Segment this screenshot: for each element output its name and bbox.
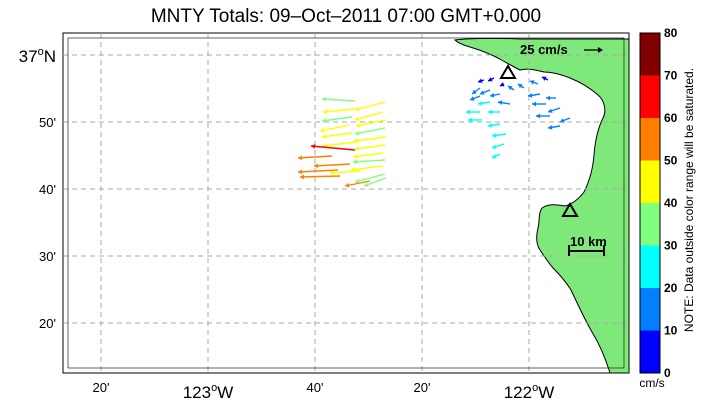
colorbar-segment [640,288,660,331]
plot-frame [62,32,630,374]
colorbar-segment [640,330,660,373]
current-vector [499,82,505,87]
current-vector [479,89,491,95]
current-vector [487,77,495,82]
current-vector [321,96,356,102]
current-vector [353,136,387,143]
y-tick-label: 40' [39,182,56,197]
x-tick-label: 20' [93,380,110,395]
current-vector [487,122,501,128]
current-vector [491,133,507,138]
current-vector [517,83,525,89]
current-vector [310,143,356,151]
scale-bar [568,245,605,256]
colorbar-segment [640,160,660,203]
current-vector [299,174,341,180]
x-tick-label: 20' [414,380,431,395]
colorbar-note: NOTE: Data outside color range will be s… [682,68,696,332]
colorbar-tick-label: 80 [664,26,678,40]
colorbar-frame [639,32,661,374]
current-vector [547,107,561,114]
reference-vector-arrow [584,47,603,53]
current-vector [469,95,481,101]
colorbar-tick-label: 50 [664,154,678,168]
current-vector [532,101,546,107]
x-tick-label: 40' [307,380,324,395]
current-vector [297,155,333,161]
current-vector [497,100,511,106]
current-vector [466,109,480,115]
current-vector [363,177,387,187]
current-vector [559,117,571,123]
current-vector [355,119,387,128]
current-vector [527,92,541,98]
colorbar-segment [640,33,660,76]
current-vector [468,117,482,123]
current-vector [354,173,386,184]
current-vector [546,95,556,101]
current-vector [507,85,515,91]
current-vector [529,80,539,85]
colorbar-tick-label: 20 [664,281,678,295]
x-tick-label: 123oW [183,382,234,402]
map-title: MNTY Totals: 09–Oct–2011 07:00 GMT+0.000 [151,6,541,27]
current-vector [354,127,386,136]
inner-frame [67,37,625,369]
current-vector [354,111,384,122]
land-coastline [453,37,629,373]
colorbar-ticks: 0 10 20 30 40 50 60 70 80 [664,26,678,380]
current-vector [547,124,561,130]
colorbar [639,32,661,374]
station-marker-north [499,64,517,79]
current-vector [354,144,386,151]
current-vector [541,76,549,81]
colorbar-tick-label: 70 [664,69,678,83]
colorbar-segment [640,245,660,288]
current-vector [313,163,351,169]
grid [63,33,629,373]
current-vector [536,113,550,119]
current-vector [322,108,356,115]
scale-bar-label: 10 km [570,234,607,249]
current-vector [477,78,485,84]
current-vectors [297,76,571,188]
y-axis-labels: 37oN 50' 40' 30' 20' [19,46,56,331]
y-tick-label: 50' [39,115,56,130]
current-vector [321,132,353,139]
colorbar-units: cm/s [639,376,664,390]
reference-vector-label: 25 cm/s [520,42,568,57]
current-vector [329,170,361,176]
y-tick-label: 20' [39,316,56,331]
current-vector [297,169,339,175]
colorbar-tick-label: 0 [664,366,671,380]
colorbar-tick-label: 10 [664,324,678,338]
colorbar-tick-label: 30 [664,239,678,253]
colorbar-tick-label: 60 [664,111,678,125]
current-vector [352,159,386,165]
current-vector [319,124,351,133]
colorbar-segment [640,203,660,246]
current-vector [488,109,500,115]
x-axis-labels: 20' 123oW 40' 20' 122oW [93,380,555,402]
colorbar-segment [640,75,660,118]
current-vector [321,116,353,123]
current-vector [491,153,501,159]
current-vector [477,100,491,106]
current-vector [354,101,386,112]
x-tick-label: 122oW [504,382,555,402]
current-vector [352,152,384,159]
y-tick-label: 37oN [19,46,56,66]
current-vector [491,143,505,150]
station-marker-south [561,202,579,217]
current-vector [471,87,481,95]
colorbar-segment [640,118,660,161]
current-vector [344,180,371,188]
current-vector [489,92,501,98]
y-tick-label: 30' [39,249,56,264]
colorbar-tick-label: 40 [664,196,678,210]
